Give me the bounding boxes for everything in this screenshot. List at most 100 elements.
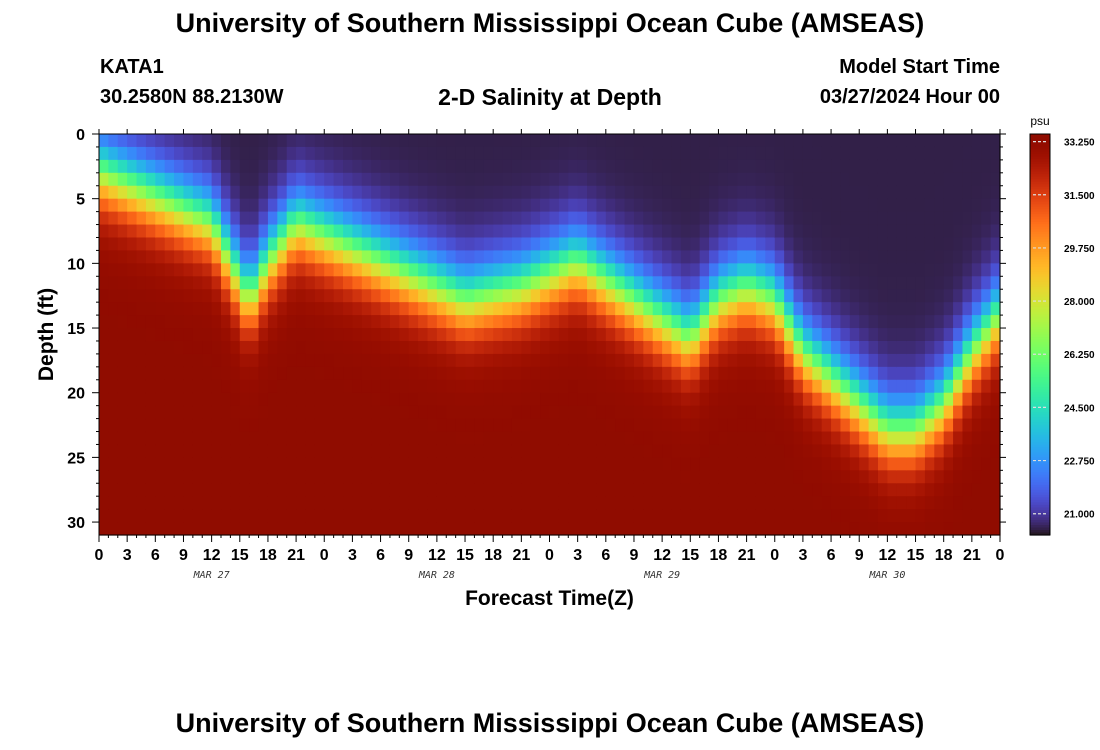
heatmap-cell: [633, 366, 644, 381]
heatmap-cell: [971, 198, 982, 213]
heatmap-cell: [361, 237, 372, 252]
heatmap-cell: [117, 405, 128, 420]
heatmap-cell: [202, 405, 213, 420]
heatmap-cell: [812, 340, 823, 355]
heatmap-cell: [652, 315, 663, 329]
colorbar-swatch: [1030, 204, 1050, 208]
heatmap-cell: [709, 353, 720, 368]
colorbar-swatch: [1030, 179, 1050, 183]
heatmap-cell: [699, 379, 710, 394]
heatmap-cell: [314, 353, 325, 368]
heatmap-cell: [971, 366, 982, 381]
heatmap-cell: [277, 483, 288, 497]
heatmap-cell: [192, 509, 203, 523]
heatmap-cell: [953, 315, 964, 329]
heatmap-cell: [624, 328, 635, 342]
heatmap-cell: [502, 392, 513, 407]
heatmap-cell: [333, 328, 344, 342]
heatmap-cell: [174, 470, 185, 484]
heatmap-cell: [483, 328, 494, 342]
heatmap-cell: [99, 289, 109, 303]
heatmap-cell: [239, 457, 250, 471]
heatmap-cell: [446, 379, 457, 394]
heatmap-cell: [333, 509, 344, 523]
heatmap-cell: [549, 211, 560, 226]
heatmap-cell: [192, 328, 203, 342]
heatmap-cell: [540, 470, 551, 484]
heatmap-cell: [465, 289, 476, 303]
heatmap-cell: [155, 418, 166, 433]
heatmap-cell: [971, 237, 982, 252]
heatmap-cell: [277, 444, 288, 458]
heatmap-cell: [821, 366, 832, 381]
heatmap-cell: [774, 198, 785, 213]
heatmap-cell: [164, 366, 175, 381]
heatmap-cell: [755, 224, 766, 239]
heatmap-cell: [136, 379, 147, 394]
heatmap-cell: [962, 509, 973, 523]
heatmap-cell: [849, 509, 860, 523]
heatmap-cell: [474, 353, 485, 368]
heatmap-cell: [352, 366, 363, 381]
heatmap-cell: [164, 159, 175, 174]
heatmap-cell: [230, 159, 241, 174]
colorbar-swatch: [1030, 201, 1050, 205]
colorbar-swatch: [1030, 514, 1050, 519]
heatmap-cell: [680, 340, 691, 355]
heatmap-cell: [906, 340, 917, 355]
heatmap-cell: [511, 457, 522, 471]
heatmap-cell: [765, 134, 776, 148]
heatmap-cell: [633, 315, 644, 329]
heatmap-cell: [962, 418, 973, 433]
heatmap-cell: [662, 224, 673, 239]
heatmap-cell: [981, 302, 992, 316]
heatmap-cell: [577, 522, 588, 536]
heatmap-cell: [915, 134, 926, 148]
heatmap-cell: [755, 315, 766, 329]
heatmap-cell: [662, 276, 673, 290]
heatmap-cell: [211, 328, 222, 342]
heatmap-cell: [446, 134, 457, 148]
heatmap-cell: [577, 483, 588, 497]
heatmap-cell: [427, 483, 438, 497]
heatmap-cell: [483, 172, 494, 187]
heatmap-cell: [427, 392, 438, 407]
heatmap-cell: [474, 134, 485, 148]
heatmap-cell: [568, 159, 579, 174]
heatmap-cell: [474, 302, 485, 316]
heatmap-cell: [333, 198, 344, 213]
heatmap-cell: [662, 457, 673, 471]
heatmap-cell: [812, 315, 823, 329]
heatmap-cell: [145, 328, 156, 342]
heatmap-cell: [483, 276, 494, 290]
heatmap-cell: [502, 224, 513, 239]
heatmap-cell: [802, 340, 813, 355]
heatmap-cell: [352, 353, 363, 368]
heatmap-cell: [408, 198, 419, 213]
heatmap-cell: [540, 431, 551, 446]
heatmap-cell: [990, 405, 1001, 420]
heatmap-cell: [493, 328, 504, 342]
heatmap-cell: [483, 263, 494, 277]
heatmap-cell: [399, 211, 410, 226]
heatmap-cell: [896, 315, 907, 329]
heatmap-cell: [239, 134, 250, 148]
heatmap-cell: [774, 418, 785, 433]
heatmap-cell: [624, 172, 635, 187]
heatmap-cell: [343, 392, 354, 407]
colorbar-swatch: [1030, 211, 1050, 215]
heatmap-cell: [727, 224, 738, 239]
heatmap-cell: [784, 470, 795, 484]
heatmap-cell: [361, 289, 372, 303]
heatmap-cell: [615, 405, 626, 420]
heatmap-cell: [380, 263, 391, 277]
heatmap-cell: [568, 185, 579, 200]
heatmap-cell: [915, 250, 926, 264]
heatmap-cell: [737, 224, 748, 239]
colorbar-swatch: [1030, 377, 1050, 381]
heatmap-cell: [99, 457, 109, 471]
heatmap-cell: [540, 198, 551, 213]
heatmap-cell: [887, 302, 898, 316]
heatmap-cell: [709, 185, 720, 200]
heatmap-cell: [99, 379, 109, 394]
